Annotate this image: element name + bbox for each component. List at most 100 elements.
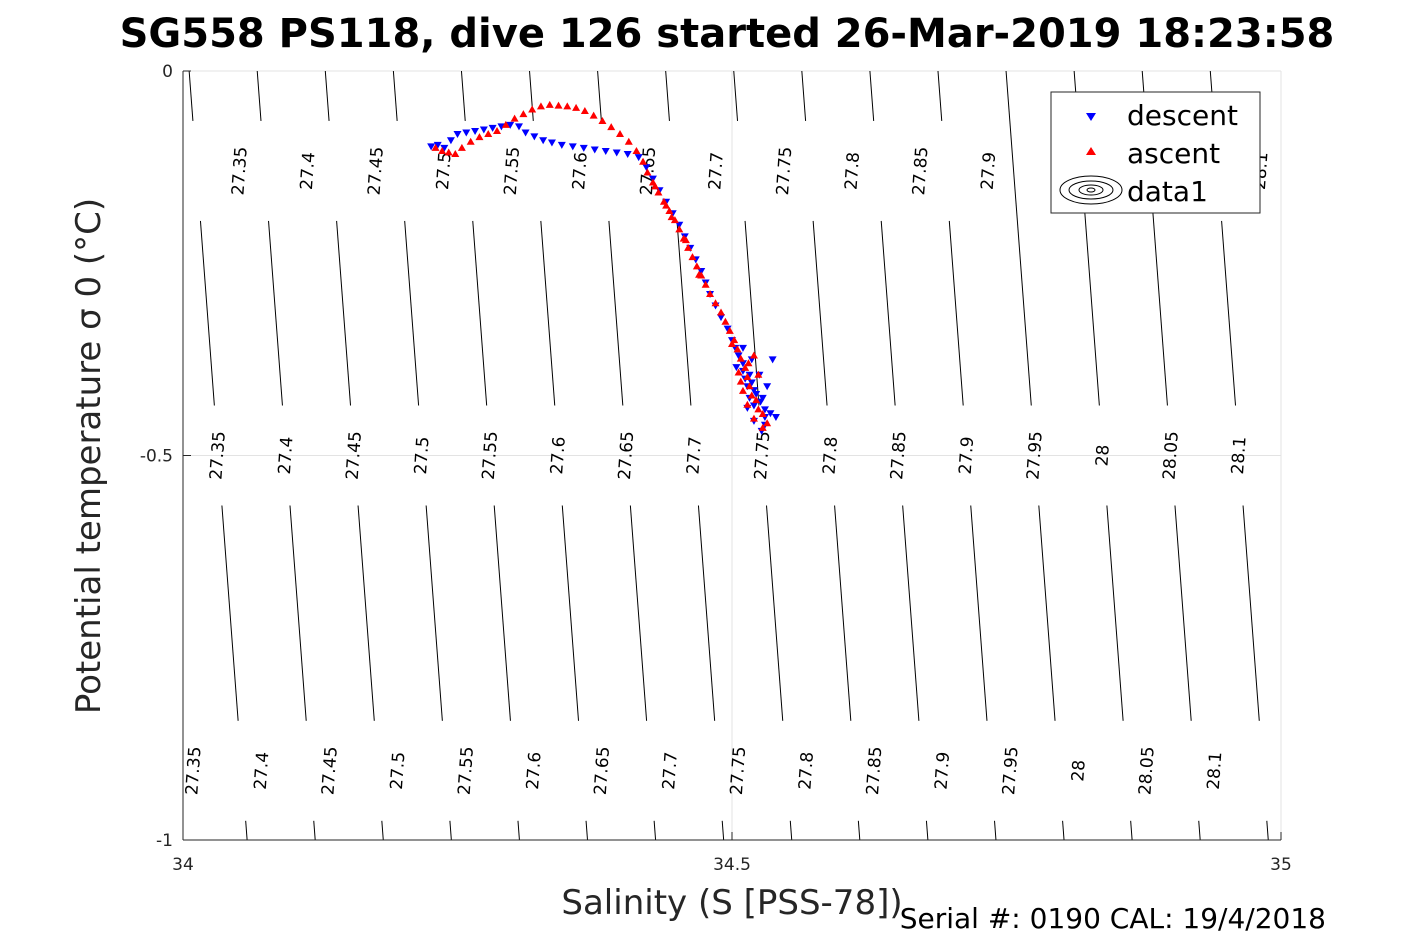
ascent-point-21	[607, 123, 616, 131]
ascent-point-14	[545, 100, 554, 108]
ascent-point-56	[754, 405, 763, 413]
contour-line-27-8-seg-0	[801, 70, 807, 122]
ascent-point-16	[563, 102, 572, 110]
contour-line-28-1-seg-2	[1221, 220, 1237, 406]
ascent-point-1	[438, 146, 447, 154]
contour-line-28-seg-4	[1130, 820, 1133, 841]
ascent-point-32	[675, 225, 684, 233]
contour-label-0-3: 27.5	[433, 151, 456, 190]
descent-point-18	[579, 144, 588, 152]
ascent-point-68	[662, 201, 671, 209]
ascent-point-15	[554, 101, 563, 109]
contour-line-27-35-seg-0	[188, 70, 194, 122]
contour-label-0-5: 27.6	[569, 151, 592, 190]
ascent-point-67	[667, 213, 676, 221]
y-tick-label-1: -0.5	[140, 447, 173, 467]
ascent-point-63	[754, 370, 763, 378]
contour-label-2-13: 28	[1068, 759, 1089, 782]
contour-label-0-10: 27.85	[909, 146, 932, 196]
contour-line-27-6-seg-6	[585, 820, 589, 841]
contour-line-27-7-seg-2	[676, 220, 692, 406]
contour-line-27-35-seg-6	[245, 820, 248, 841]
contour-label-1-11: 27.9	[956, 436, 979, 475]
ascent-point-69	[651, 182, 660, 190]
contour-line-27-5-seg-0	[392, 70, 398, 122]
descent-point-7	[479, 126, 488, 134]
contour-label-2-4: 27.55	[455, 746, 478, 796]
descent-point-15	[547, 139, 556, 147]
y-tick-label-2: -1	[156, 831, 173, 851]
ascent-point-18	[580, 106, 589, 114]
ascent-point-3	[451, 150, 460, 158]
ascent-point-52	[738, 386, 747, 394]
ascent-point-48	[734, 368, 743, 376]
contour-line-27-4-seg-2	[268, 220, 283, 406]
contour-label-0-2: 27.45	[365, 146, 388, 196]
ascent-point-61	[749, 351, 758, 359]
contour-line-27-55-seg-4	[493, 505, 511, 721]
x-tick-label-1: 34.5	[713, 855, 751, 875]
descent-point-63	[768, 356, 777, 364]
contour-label-1-6: 27.65	[615, 431, 638, 481]
ascent-point-66	[681, 236, 690, 244]
contour-label-1-15: 28.1	[1228, 436, 1251, 475]
contour-label-2-7: 27.7	[659, 751, 682, 790]
ascent-point-57	[758, 409, 767, 417]
descent-point-3	[446, 137, 455, 145]
ascent-point-10	[510, 114, 519, 122]
contour-label-1-14: 28.05	[1160, 431, 1183, 481]
ascent-point-47	[741, 363, 750, 371]
ascent-point-39	[706, 290, 715, 298]
descent-point-55	[766, 410, 775, 418]
contour-label-1-1: 27.4	[275, 436, 298, 475]
x-ticks: 34 34.5 35	[172, 832, 1292, 875]
ascent-point-53	[747, 391, 756, 399]
legend-data1-label: data1	[1127, 175, 1208, 208]
contour-line-27-9-seg-2	[948, 220, 964, 406]
contour-label-2-11: 27.9	[932, 751, 955, 790]
contour-label-0-7: 27.7	[705, 151, 728, 190]
descent-point-47	[747, 379, 756, 387]
contour-label-0-4: 27.55	[501, 146, 524, 196]
contour-line-27-85-seg-6	[925, 820, 929, 841]
descent-point-14	[539, 137, 548, 145]
ascent-point-28	[654, 188, 663, 196]
contour-label-1-9: 27.8	[820, 436, 843, 475]
contour-line-27-85-seg-4	[902, 505, 920, 721]
ascent-point-64	[728, 339, 736, 347]
ascent-point-49	[743, 373, 752, 381]
contour-line-27-85-seg-2	[880, 220, 896, 406]
contour-label-0-9: 27.8	[841, 151, 864, 190]
descent-point-17	[568, 143, 577, 151]
contour-line-27-45-seg-2	[336, 220, 352, 406]
ascent-point-34	[684, 243, 693, 251]
contour-line-27-55-seg-0	[460, 70, 466, 122]
contour-label-1-7: 27.7	[683, 436, 706, 475]
contour-line-27-9-seg-4	[970, 505, 988, 721]
ascent-point-23	[624, 137, 633, 145]
contour-line-28-1-seg-6	[1266, 820, 1269, 841]
contour-label-2-9: 27.8	[795, 751, 818, 790]
contour-line-28-seg-2	[1106, 505, 1124, 721]
contour-line-27-6-seg-4	[561, 505, 580, 721]
ascent-point-9	[501, 120, 510, 128]
ascent-point-25	[639, 157, 648, 165]
ascent-point-17	[572, 103, 581, 111]
descent-point-21	[612, 149, 621, 157]
contour-line-27-4-seg-0	[256, 70, 262, 122]
contour-line-27-9-seg-0	[937, 70, 943, 122]
contour-line-27-4-seg-4	[289, 505, 307, 721]
ascent-point-38	[701, 280, 710, 288]
ascent-point-58	[749, 414, 758, 422]
ascent-point-26	[643, 168, 652, 176]
descent-point-33	[697, 267, 706, 275]
contour-line-27-45-seg-0	[324, 70, 330, 122]
ascent-point-22	[616, 130, 625, 138]
ascent-point-5	[466, 137, 475, 145]
descent-point-24	[642, 164, 651, 172]
y-axis-label: Potential temperature σ 0 (°C)	[69, 198, 109, 714]
contour-line-27-8-seg-4	[834, 505, 852, 721]
contour-label-1-10: 27.85	[887, 431, 910, 481]
ascent-point-50	[736, 377, 745, 385]
descent-point-5	[462, 129, 471, 137]
